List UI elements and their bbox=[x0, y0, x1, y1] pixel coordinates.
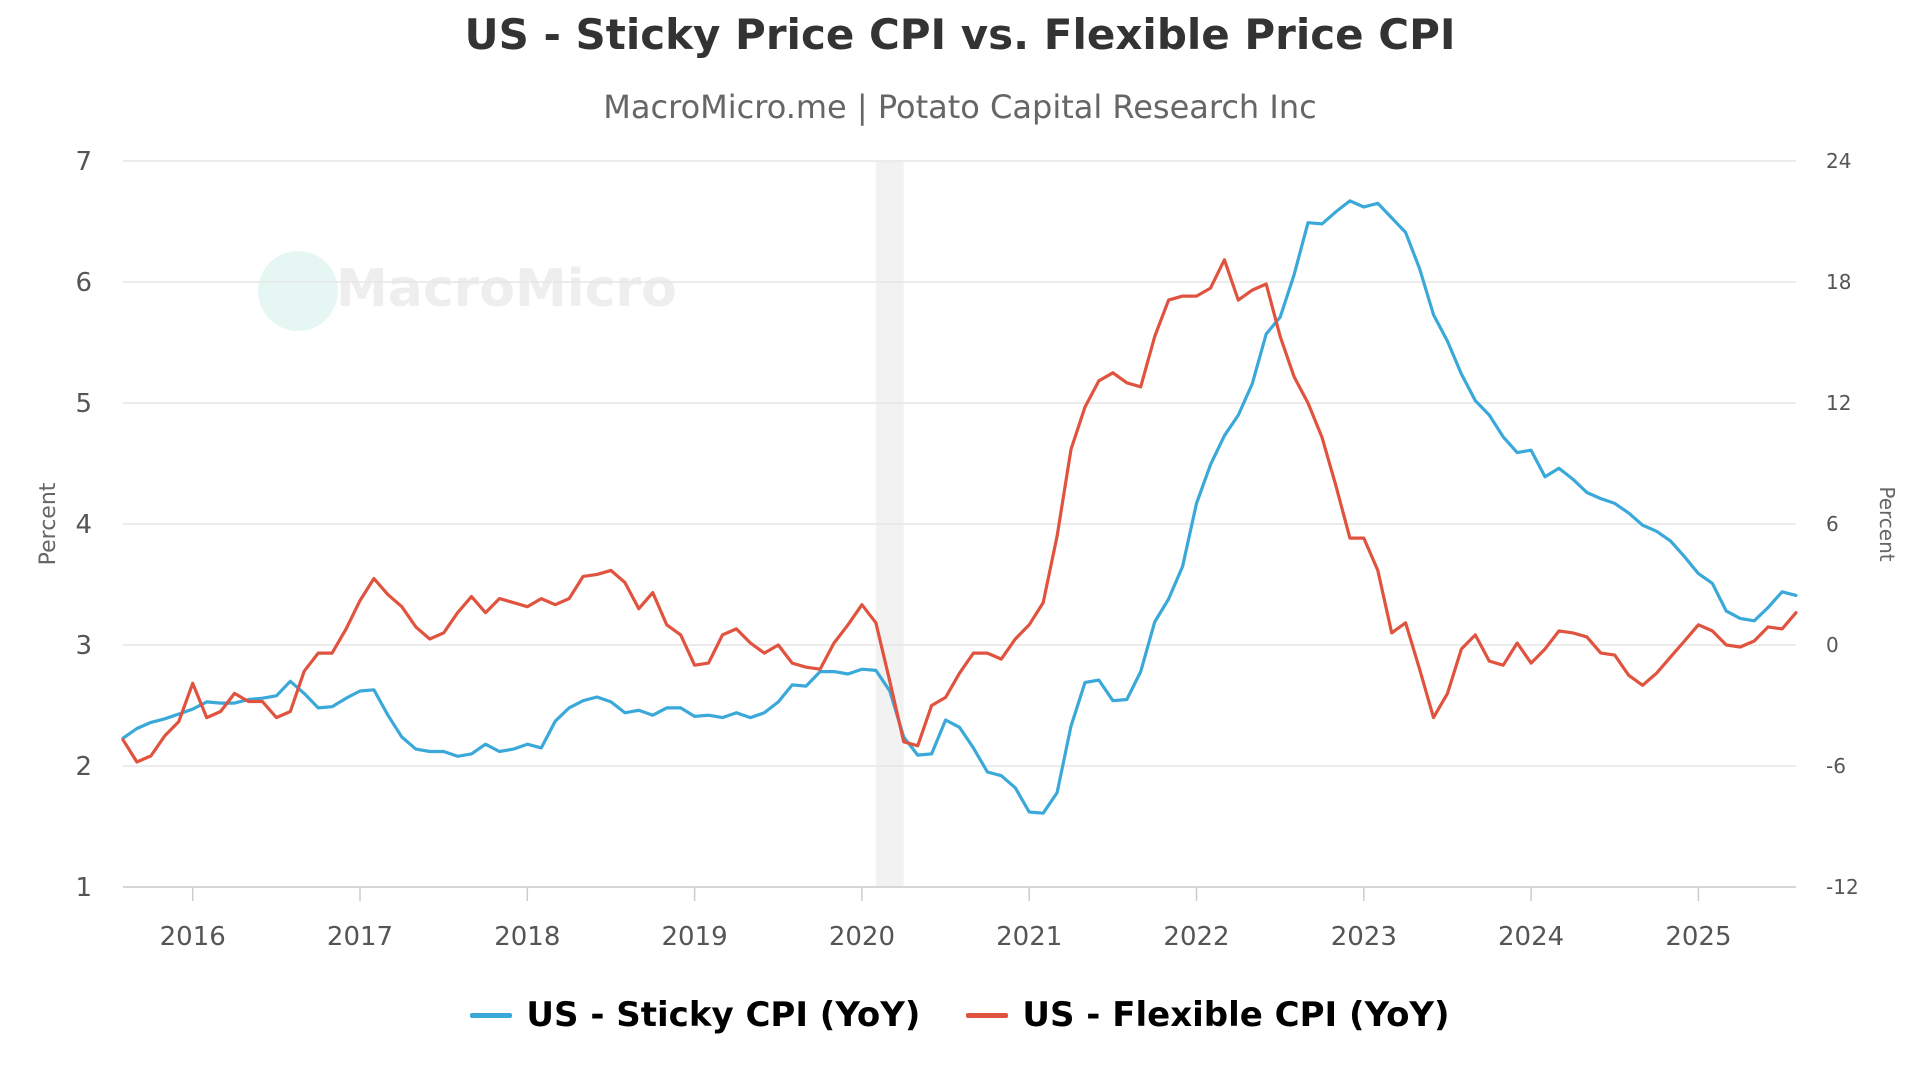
x-axis-tick-label: 2025 bbox=[1665, 922, 1731, 952]
left-axis-title: Percent bbox=[36, 482, 61, 565]
legend: US - Sticky CPI (YoY) US - Flexible CPI … bbox=[0, 995, 1920, 1035]
x-axis-tick-label: 2018 bbox=[494, 922, 560, 952]
legend-label-sticky: US - Sticky CPI (YoY) bbox=[526, 995, 921, 1035]
x-axis-tick-label: 2020 bbox=[829, 922, 895, 952]
legend-swatch-sticky bbox=[470, 1012, 513, 1018]
chart-subtitle: MacroMicro.me | Potato Capital Research … bbox=[603, 88, 1317, 126]
x-axis-tick-label: 2022 bbox=[1163, 922, 1229, 952]
right-axis-tick-label: -12 bbox=[1826, 875, 1859, 899]
right-axis-tick-label: 6 bbox=[1826, 512, 1839, 536]
right-axis-title: Percent bbox=[1875, 486, 1899, 561]
legend-item-sticky[interactable]: US - Sticky CPI (YoY) bbox=[470, 995, 920, 1035]
left-axis-tick-label: 6 bbox=[75, 268, 92, 298]
left-axis-tick-label: 5 bbox=[75, 389, 92, 419]
watermark-text: MacroMicro bbox=[336, 259, 677, 319]
left-axis-tick-label: 4 bbox=[75, 510, 92, 540]
x-axis-tick-label: 2023 bbox=[1331, 922, 1397, 952]
right-axis-tick-label: -6 bbox=[1826, 754, 1846, 778]
left-axis-tick-label: 2 bbox=[75, 752, 92, 782]
chart-title: US - Sticky Price CPI vs. Flexible Price… bbox=[464, 10, 1456, 59]
left-axis-tick-label: 1 bbox=[75, 873, 92, 903]
right-axis-tick-label: 12 bbox=[1826, 391, 1851, 415]
x-axis-tick-label: 2024 bbox=[1498, 922, 1564, 952]
x-axis-tick-label: 2021 bbox=[996, 922, 1062, 952]
x-axis-tick-label: 2016 bbox=[160, 922, 226, 952]
watermark-logo-icon bbox=[258, 251, 338, 331]
legend-label-flexible: US - Flexible CPI (YoY) bbox=[1022, 995, 1450, 1035]
right-axis-tick-label: 0 bbox=[1826, 633, 1839, 657]
legend-swatch-flexible bbox=[966, 1012, 1009, 1018]
right-axis-tick-label: 18 bbox=[1826, 270, 1851, 294]
left-axis-tick-label: 3 bbox=[75, 631, 92, 661]
x-axis-tick-label: 2019 bbox=[662, 922, 728, 952]
series-line-flexible-cpi[interactable] bbox=[121, 258, 1798, 764]
left-axis-tick-label: 7 bbox=[75, 147, 92, 177]
legend-item-flexible[interactable]: US - Flexible CPI (YoY) bbox=[966, 995, 1450, 1035]
x-axis-tick-label: 2017 bbox=[327, 922, 393, 952]
series-line-sticky-cpi[interactable] bbox=[121, 199, 1798, 815]
right-axis-tick-label: 24 bbox=[1826, 149, 1851, 173]
